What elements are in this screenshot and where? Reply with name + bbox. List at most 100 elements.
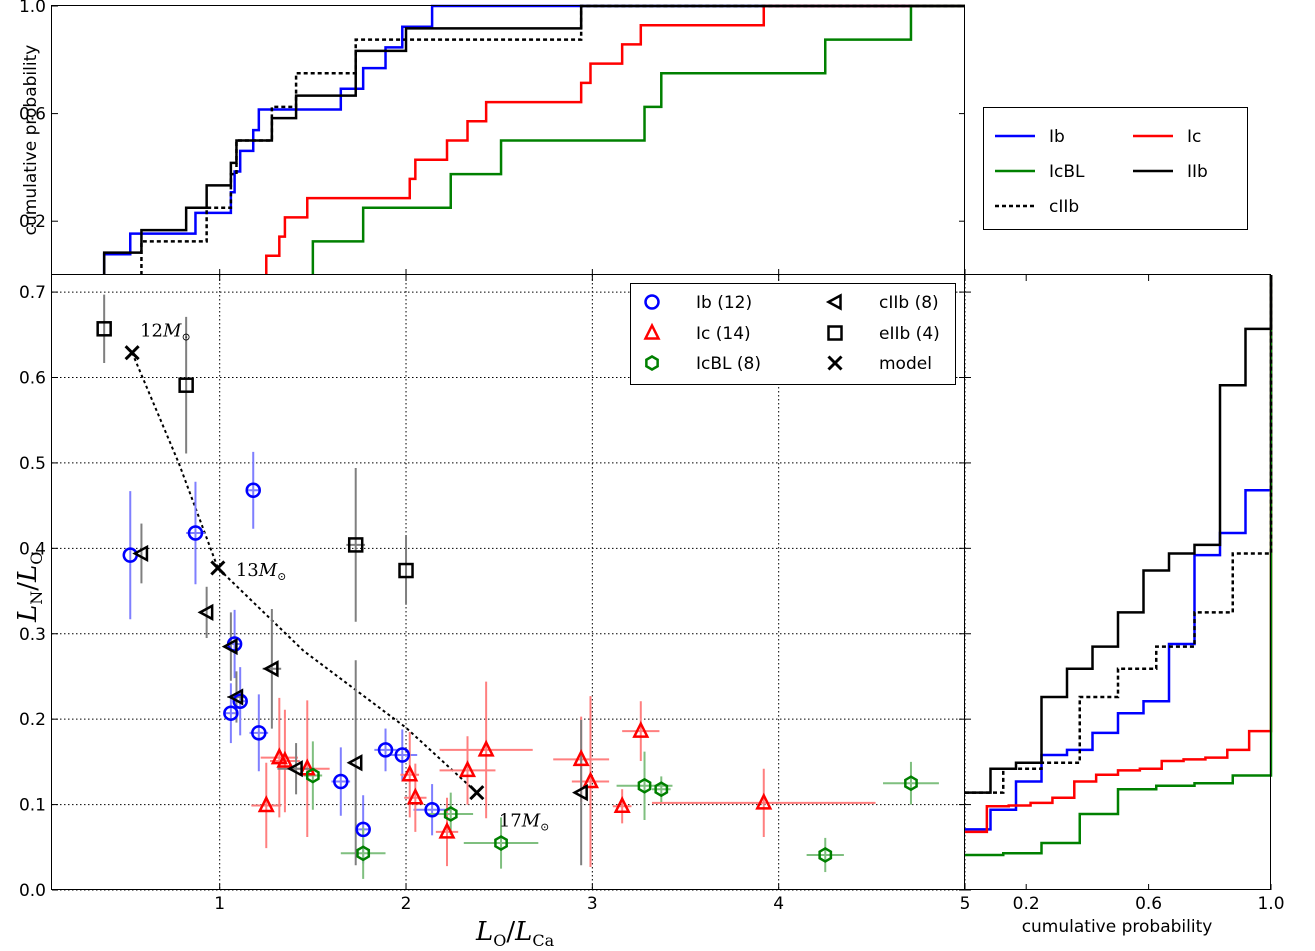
point-ic (438, 821, 456, 839)
point-ib (251, 725, 267, 741)
y-tick-label: 0.7 (19, 283, 46, 303)
main-legend-box (630, 283, 956, 385)
point-ic (613, 795, 631, 814)
point-ciib (221, 637, 238, 656)
legend-label: IcBL (8) (696, 354, 761, 374)
point-icbl (637, 777, 652, 794)
point-ib (424, 801, 440, 818)
point-ciib (572, 784, 588, 802)
cdf-legend-label: IcBL (1049, 162, 1085, 182)
legend-label: eIIb (4) (879, 324, 940, 344)
top-y-tick-label: 0.2 (19, 212, 46, 232)
point-ic (458, 760, 477, 778)
point-ic (257, 795, 275, 813)
point-ic (572, 749, 590, 767)
point-ic (401, 764, 419, 782)
right-x-tick-label: 1.0 (1257, 894, 1284, 914)
point-eiib (347, 537, 364, 553)
legend-marker-model (827, 355, 843, 371)
point-icbl (356, 845, 371, 862)
point-ic (755, 792, 773, 810)
point-ib (245, 482, 261, 498)
model-curve (131, 352, 478, 794)
cdf-legend-label: cIIb (1049, 197, 1079, 217)
y-tick-label: 0.2 (19, 710, 46, 730)
point-ib (232, 693, 248, 709)
point-eiib (398, 562, 414, 579)
point-icbl (494, 835, 508, 851)
point-icbl (443, 806, 458, 822)
point-ciib (262, 660, 279, 678)
right-cdf-line-ciib (965, 275, 1273, 794)
point-ib (223, 705, 239, 721)
x-tick-label: 5 (960, 894, 971, 914)
right-x-axis-label: cumulative probability (1022, 917, 1213, 937)
model-mass-label: 17M⊙ (499, 811, 550, 834)
main-y-axis-label: LN/LO (13, 552, 46, 623)
legend-label: Ic (14) (696, 324, 751, 344)
cdf-legend-label: Ic (1187, 127, 1201, 147)
cdf-legend-box (983, 107, 1248, 230)
model-x-stroke (827, 355, 843, 371)
x-tick-label: 2 (401, 894, 412, 914)
top-y-tick-label: 0.6 (19, 105, 46, 125)
main-legend: Ib (12) Ic (14) IcBL (8) cIIb (8) eIIb (4) mo… (630, 283, 956, 385)
top-cdf-line-ic (265, 4, 965, 275)
point-ic (632, 720, 650, 738)
x-tick-label: 3 (587, 894, 598, 914)
cdf-legend: Ib Ic IcBL IIb cIIb (983, 107, 1248, 230)
legend-marker-ib (644, 294, 660, 310)
legend-marker-ic (643, 322, 661, 340)
model-mass-label: 13M⊙ (236, 560, 287, 583)
top-cdf-line-icbl (311, 4, 965, 275)
y-tick-label: 0.6 (19, 369, 46, 389)
top-y-axis-label: cumulative probability (21, 45, 41, 236)
point-ic (581, 771, 600, 789)
point-model (469, 785, 485, 801)
model-x-stroke (469, 785, 485, 801)
point-ib (355, 821, 371, 838)
point-icbl (654, 781, 669, 798)
y-tick-label: 0.3 (19, 625, 46, 645)
point-ciib (197, 603, 214, 621)
model-mass-label: 12M⊙ (140, 321, 191, 344)
point-ciib (227, 688, 244, 706)
model-x-stroke (210, 560, 226, 576)
cdf-legend-label: IIb (1187, 162, 1208, 182)
legend-label: Ib (12) (696, 293, 752, 313)
y-tick-label: 0.5 (19, 454, 46, 474)
right-x-tick-label: 0.6 (1135, 894, 1162, 914)
right-panel-frame (964, 274, 1271, 890)
legend-label: model (879, 354, 932, 374)
point-icbl (305, 767, 320, 784)
point-model (124, 345, 140, 361)
point-ib (187, 525, 204, 541)
legend-marker-icbl (645, 355, 659, 371)
point-ib (333, 773, 349, 790)
point-ciib (346, 754, 363, 772)
point-ic (406, 787, 424, 805)
top-cdf-line-ciib (140, 4, 965, 275)
point-ib (394, 747, 411, 763)
point-icbl (904, 775, 918, 792)
right-cdf-line-icbl (965, 275, 1273, 857)
right-x-tick-label: 0.2 (1013, 894, 1040, 914)
point-model (210, 560, 226, 576)
y-tick-label: 0.1 (19, 796, 46, 816)
x-tick-label: 1 (214, 894, 225, 914)
legend-label: cIIb (8) (879, 293, 939, 313)
x-tick-label: 4 (773, 894, 784, 914)
point-eiib (96, 321, 112, 337)
svg-text:LN/LO: LN/LO (13, 552, 46, 623)
legend-marker-ciib (825, 293, 842, 311)
right-cdf-line-ic (965, 275, 1273, 834)
point-ic (276, 750, 294, 768)
y-tick-label: 0.4 (19, 539, 46, 559)
right-cdf-line-ib (965, 275, 1273, 831)
point-eiib (178, 377, 194, 393)
point-ciib (132, 544, 149, 563)
legend-marker-eiib (827, 325, 843, 341)
main-x-axis-label: LO/LCa (475, 917, 555, 950)
model-x-stroke (124, 345, 140, 361)
